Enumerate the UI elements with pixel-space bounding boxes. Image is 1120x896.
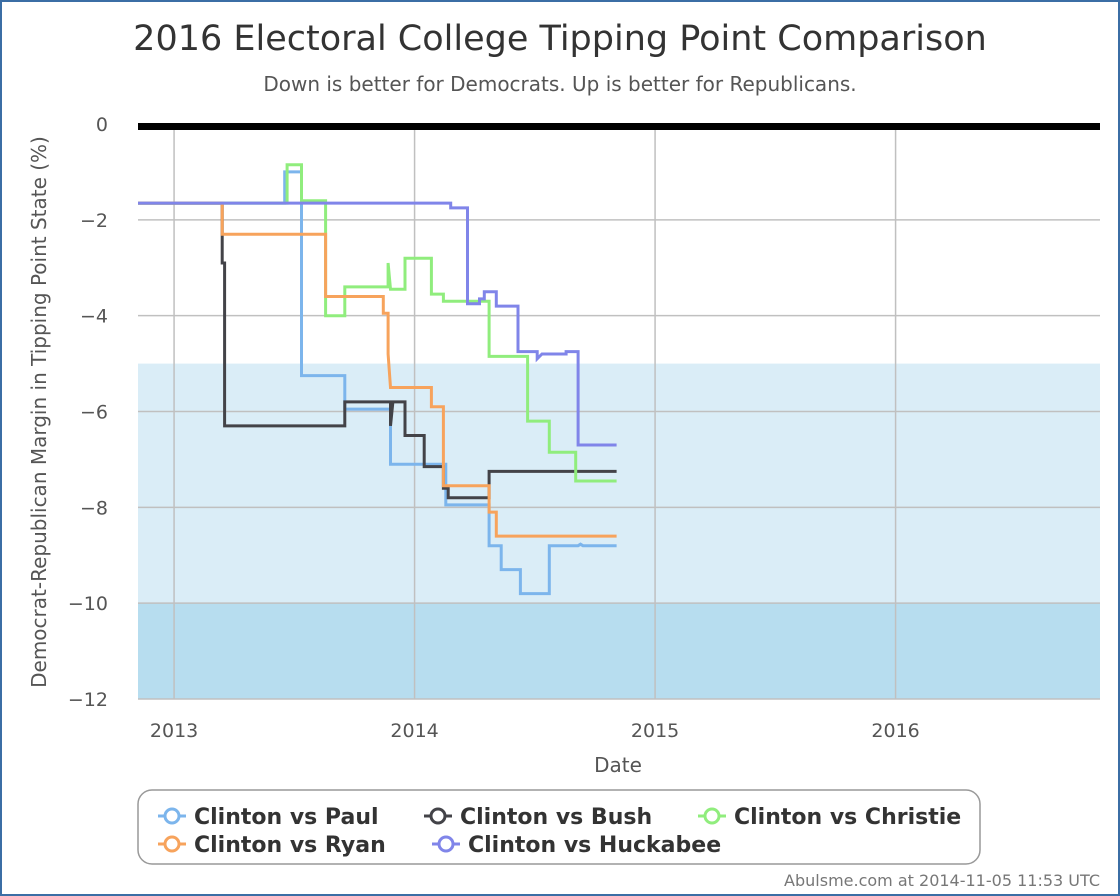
chart-title: 2016 Electoral College Tipping Point Com… <box>133 19 987 59</box>
y-tick-label-3: −6 <box>80 402 108 424</box>
y-axis-title: Democrat-Republican Margin in Tipping Po… <box>27 136 51 688</box>
x-tick-label-0: 2013 <box>150 720 198 742</box>
series-line-1 <box>138 201 617 500</box>
legend-marker-icon <box>163 835 181 853</box>
legend: Clinton vs Paul Clinton vs Bush Clinton vs… <box>137 789 981 865</box>
gridlines <box>138 124 1100 700</box>
x-tick-label-1: 2014 <box>390 720 438 742</box>
series-line-2 <box>138 163 617 483</box>
band-0 <box>138 363 1100 604</box>
y-tick-label-6: −12 <box>68 689 108 711</box>
legend-box <box>137 789 981 865</box>
legend-item-2[interactable]: Clinton vs Christie <box>698 805 961 830</box>
x-axis-ticks: 2013 2014 2015 2016 <box>150 720 920 742</box>
zero-axis-line <box>138 123 1100 130</box>
legend-marker-icon <box>703 807 721 825</box>
y-tick-label-2: −4 <box>80 306 108 328</box>
legend-label: Clinton vs Bush <box>460 805 652 830</box>
legend-item-0[interactable]: Clinton vs Paul <box>158 805 379 830</box>
x-tick-label-3: 2016 <box>871 720 919 742</box>
y-tick-label-5: −10 <box>68 593 108 615</box>
x-axis-title: Date <box>594 753 642 777</box>
y-axis-ticks: 0 −2 −4 −6 −8 −10 −12 <box>68 114 108 711</box>
legend-item-1[interactable]: Clinton vs Bush <box>424 805 652 830</box>
y-tick-label-0: 0 <box>96 114 108 136</box>
legend-label: Clinton vs Huckabee <box>468 833 721 858</box>
footer-credit: Abulsme.com at 2014-11-05 11:53 UTC <box>784 871 1100 890</box>
legend-label: Clinton vs Paul <box>194 805 379 830</box>
legend-item-3[interactable]: Clinton vs Ryan <box>158 833 386 858</box>
margin-bands <box>138 363 1100 699</box>
legend-label: Clinton vs Christie <box>734 805 961 830</box>
y-tick-label-4: −8 <box>80 497 108 519</box>
series-line-3 <box>138 201 617 538</box>
legend-marker-icon <box>429 807 447 825</box>
series-line-4 <box>138 201 617 447</box>
legend-marker-icon <box>437 835 455 853</box>
y-tick-label-1: −2 <box>80 210 108 232</box>
x-tick-label-2: 2015 <box>631 720 679 742</box>
zero-line <box>138 123 1100 130</box>
band-1 <box>138 603 1100 699</box>
legend-item-4[interactable]: Clinton vs Huckabee <box>432 833 721 858</box>
series-lines <box>138 163 617 596</box>
chart-subtitle: Down is better for Democrats. Up is bett… <box>263 72 856 96</box>
legend-label: Clinton vs Ryan <box>194 833 386 858</box>
legend-marker-icon <box>163 807 181 825</box>
